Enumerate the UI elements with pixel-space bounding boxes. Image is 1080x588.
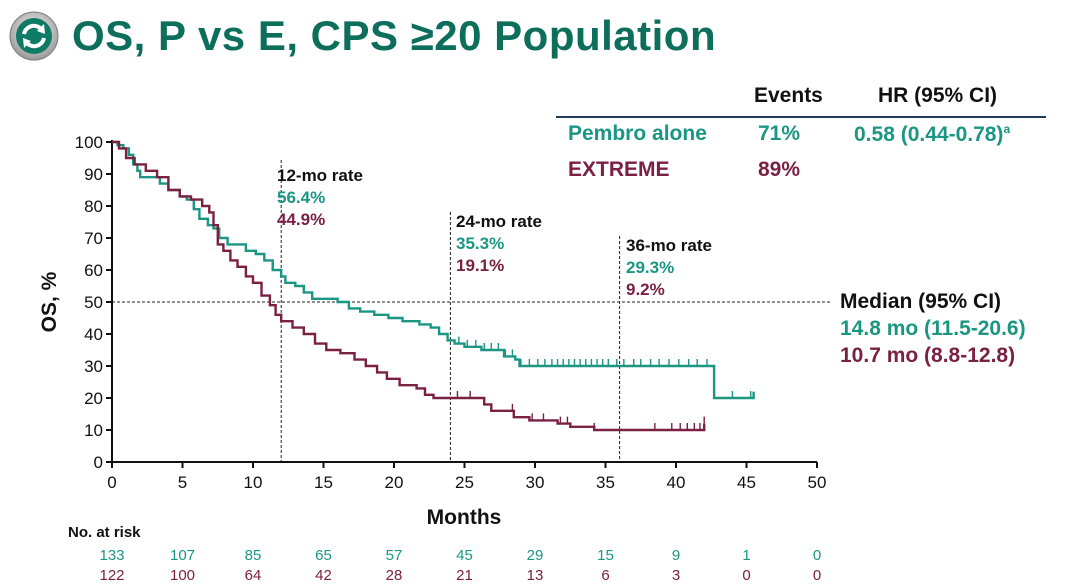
risk-pembro-30: 29 bbox=[526, 547, 544, 564]
risk-extreme-5: 100 bbox=[169, 567, 196, 584]
annotation-12mo-extreme: 44.9% bbox=[277, 210, 326, 229]
y-tick-label-50: 50 bbox=[84, 293, 103, 312]
annotation-24mo-pembro: 35.3% bbox=[456, 234, 505, 253]
x-tick-label-50: 50 bbox=[808, 473, 827, 492]
annotation-24mo-label: 24-mo rate bbox=[456, 212, 542, 231]
legend-pembro-name: Pembro alone bbox=[568, 122, 707, 145]
x-tick-label-20: 20 bbox=[385, 473, 404, 492]
median-pembro: 14.8 mo (11.5-20.6) bbox=[840, 317, 1026, 340]
annotation-12mo-pembro: 56.4% bbox=[277, 188, 326, 207]
risk-extreme-35: 6 bbox=[601, 567, 610, 584]
legend-divider bbox=[556, 116, 1046, 118]
risk-extreme-0: 122 bbox=[99, 567, 125, 584]
risk-pembro-10: 85 bbox=[244, 547, 262, 564]
x-axis-label: Months bbox=[427, 506, 502, 529]
legend-pembro-hr-footnote: a bbox=[1003, 122, 1011, 136]
annotation-12mo-label: 12-mo rate bbox=[277, 166, 363, 185]
median-box: Median (95% CI) 14.8 mo (11.5-20.6) 10.7… bbox=[840, 288, 1026, 369]
risk-pembro-0: 133 bbox=[99, 547, 125, 564]
y-tick-label-10: 10 bbox=[84, 421, 103, 440]
y-tick-label-30: 30 bbox=[84, 357, 103, 376]
reference-lines bbox=[112, 160, 830, 462]
km-curve-extreme bbox=[112, 140, 706, 432]
y-tick-label-70: 70 bbox=[84, 229, 103, 248]
risk-table-label: No. at risk bbox=[68, 524, 141, 541]
legend-col-hr: HR (95% CI) bbox=[878, 84, 998, 107]
y-axis-label: OS, % bbox=[38, 271, 61, 332]
y-tick-label-90: 90 bbox=[84, 165, 103, 184]
risk-pembro-45: 1 bbox=[742, 547, 751, 564]
annotation-12mo: 12-mo rate 56.4% 44.9% bbox=[277, 165, 363, 231]
survival-curves bbox=[112, 140, 755, 432]
annotation-24mo-extreme: 19.1% bbox=[456, 256, 505, 275]
km-curve-pembro bbox=[112, 140, 755, 400]
risk-pembro-20: 57 bbox=[385, 547, 403, 564]
chart-axes: 0 10 20 30 40 50 60 70 80 90 100 0 5 10 15 20 25 30 35 40 45… bbox=[75, 133, 827, 492]
risk-pembro-5: 107 bbox=[169, 547, 196, 564]
x-tick-label-30: 30 bbox=[526, 473, 545, 492]
risk-extreme-25: 21 bbox=[456, 567, 473, 584]
annotation-24mo: 24-mo rate 35.3% 19.1% bbox=[456, 211, 542, 277]
risk-pembro-15: 65 bbox=[315, 547, 332, 564]
risk-extreme-50: 0 bbox=[812, 567, 822, 584]
page-title: OS, P vs E, CPS ≥20 Population bbox=[72, 12, 717, 59]
x-tick-label-10: 10 bbox=[244, 473, 263, 492]
y-tick-label-80: 80 bbox=[84, 197, 103, 216]
x-tick-label-25: 25 bbox=[455, 473, 474, 492]
legend-pembro-hr: 0.58 (0.44-0.78)a bbox=[854, 122, 1010, 147]
x-tick-label-15: 15 bbox=[314, 473, 333, 492]
risk-extreme-30: 13 bbox=[526, 567, 544, 584]
annotation-36mo-label: 36-mo rate bbox=[626, 236, 712, 255]
median-extreme: 10.7 mo (8.8-12.8) bbox=[840, 344, 1016, 367]
y-tick-label-20: 20 bbox=[84, 389, 103, 408]
x-tick-label-5: 5 bbox=[178, 473, 187, 492]
risk-row-extreme: 122 100 64 42 28 21 13 6 3 0 0 bbox=[0, 567, 1080, 585]
legend-col-events: Events bbox=[754, 84, 823, 107]
x-tick-label-0: 0 bbox=[107, 473, 116, 492]
risk-extreme-10: 64 bbox=[244, 567, 262, 584]
x-tick-label-45: 45 bbox=[737, 473, 756, 492]
risk-row-pembro: 133 107 85 65 57 45 29 15 9 1 0 bbox=[0, 547, 1080, 565]
risk-pembro-40: 9 bbox=[671, 547, 681, 564]
x-tick-label-35: 35 bbox=[596, 473, 615, 492]
risk-pembro-35: 15 bbox=[597, 547, 614, 564]
annotation-36mo: 36-mo rate 29.3% 9.2% bbox=[626, 235, 712, 301]
risk-pembro-50: 0 bbox=[812, 547, 822, 564]
y-tick-label-100: 100 bbox=[75, 133, 103, 152]
x-tick-label-40: 40 bbox=[667, 473, 686, 492]
annotation-36mo-pembro: 29.3% bbox=[626, 258, 675, 277]
annotation-36mo-extreme: 9.2% bbox=[626, 280, 665, 299]
risk-pembro-25: 45 bbox=[456, 547, 473, 564]
refresh-cycle-icon bbox=[9, 11, 59, 61]
legend-extreme-name: EXTREME bbox=[568, 158, 670, 181]
risk-extreme-40: 3 bbox=[671, 567, 681, 584]
risk-extreme-15: 42 bbox=[315, 567, 332, 584]
title-bar: OS, P vs E, CPS ≥20 Population bbox=[8, 6, 716, 66]
y-tick-label-60: 60 bbox=[84, 261, 103, 280]
y-tick-label-0: 0 bbox=[94, 453, 103, 472]
legend-pembro-events: 71% bbox=[758, 122, 801, 145]
legend-extreme-events: 89% bbox=[758, 158, 801, 181]
median-label: Median (95% CI) bbox=[840, 290, 1002, 313]
legend-pembro-hr-value: 0.58 (0.44-0.78) bbox=[854, 123, 1004, 146]
y-tick-label-40: 40 bbox=[84, 325, 103, 344]
risk-extreme-45: 0 bbox=[742, 567, 751, 584]
risk-extreme-20: 28 bbox=[385, 567, 403, 584]
